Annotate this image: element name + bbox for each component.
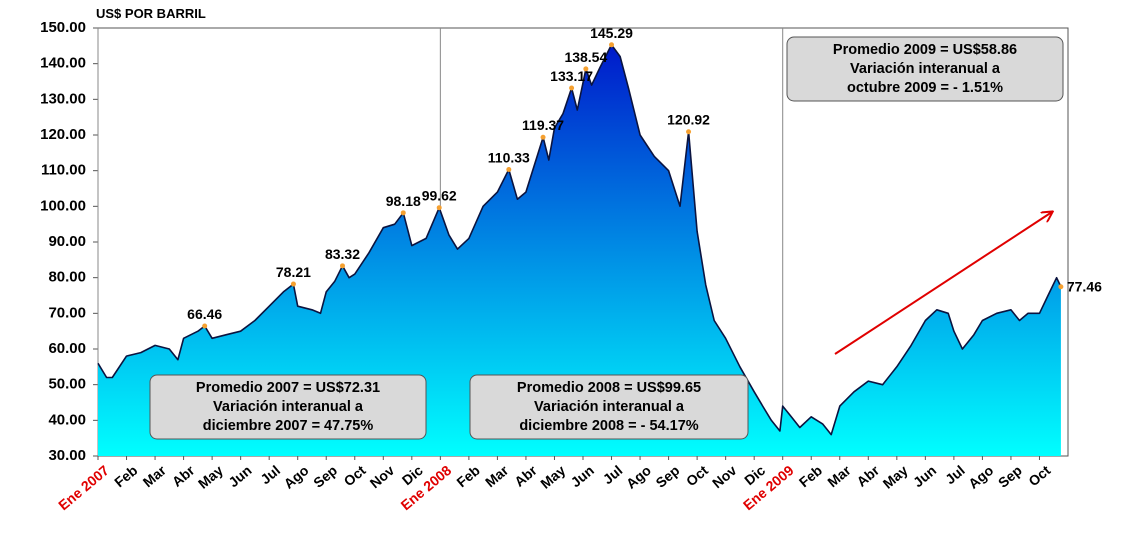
x-tick-label: Feb xyxy=(111,462,140,490)
peak-marker xyxy=(290,281,296,287)
value-label: 120.92 xyxy=(667,112,710,128)
y-tick-label: 140.00 xyxy=(40,55,86,72)
peak-marker xyxy=(506,166,512,172)
y-tick-label: 50.00 xyxy=(48,376,86,393)
x-tick-label: Jul xyxy=(600,462,626,487)
x-tick-label: Oct xyxy=(1025,462,1053,489)
annotation-box xyxy=(469,374,749,440)
y-tick-label: 90.00 xyxy=(48,233,86,250)
x-tick-label: Feb xyxy=(796,462,825,490)
x-tick-label: Jun xyxy=(910,462,939,490)
x-tick-label: Feb xyxy=(453,462,482,490)
peak-marker xyxy=(400,210,406,216)
x-tick-label: May xyxy=(880,462,911,492)
peak-marker xyxy=(339,263,345,269)
peak-marker xyxy=(436,205,442,211)
y-axis-label: US$ POR BARRIL xyxy=(96,6,206,21)
x-tick-label: Abr xyxy=(169,462,198,490)
value-label: 138.54 xyxy=(564,49,607,65)
y-tick-label: 70.00 xyxy=(48,304,86,321)
peak-marker xyxy=(686,129,692,135)
peak-marker xyxy=(202,323,208,329)
value-label: 110.33 xyxy=(488,149,530,165)
x-tick-label: Oct xyxy=(341,462,369,489)
value-label: 83.32 xyxy=(325,246,360,262)
x-tick-label: Sep xyxy=(310,462,340,491)
value-label: 98.18 xyxy=(386,193,421,209)
value-label: 78.21 xyxy=(276,264,311,280)
annotation-text: Variación interanual a xyxy=(534,399,685,415)
peak-marker xyxy=(609,42,615,48)
x-tick-label: Jul xyxy=(257,462,283,487)
x-tick-label: Mar xyxy=(140,462,170,491)
x-tick-label: Jun xyxy=(225,462,254,490)
annotation-text: Variación interanual a xyxy=(850,61,1001,77)
peak-marker xyxy=(583,66,589,72)
x-tick-label: Jul xyxy=(942,462,968,487)
annotation-text: Variación interanual a xyxy=(213,399,364,415)
x-tick-label: Abr xyxy=(853,462,882,490)
y-tick-label: 30.00 xyxy=(48,447,86,464)
annotation-text: diciembre 2008 = - 54.17% xyxy=(519,418,698,434)
x-tick-label: Oct xyxy=(683,462,711,489)
value-label: 77.46 xyxy=(1067,279,1102,295)
annotation-text: diciembre 2007 = 47.75% xyxy=(203,418,374,434)
x-tick-label: May xyxy=(195,462,226,492)
y-tick-label: 40.00 xyxy=(48,411,86,428)
peak-marker xyxy=(1058,284,1064,290)
peak-marker xyxy=(540,134,546,140)
price-line xyxy=(97,44,1062,436)
x-tick-label: Ago xyxy=(280,462,311,492)
annotation-box xyxy=(786,36,1064,102)
x-tick-label: Mar xyxy=(482,462,512,491)
annotation-text: Promedio 2008 = US$99.65 xyxy=(517,380,701,396)
x-tick-label: Sep xyxy=(995,462,1025,491)
annotation-text: Promedio 2007 = US$72.31 xyxy=(196,380,380,396)
y-tick-label: 110.00 xyxy=(41,162,86,179)
x-tick-label: Sep xyxy=(653,462,683,491)
y-tick-label: 80.00 xyxy=(48,269,86,286)
y-tick-label: 60.00 xyxy=(48,340,86,357)
y-tick-label: 100.00 xyxy=(40,197,86,214)
x-tick-label: Jun xyxy=(568,462,597,490)
x-tick-label: Ago xyxy=(965,462,996,492)
y-tick-label: 130.00 xyxy=(40,90,86,107)
x-tick-label: Ene 2007 xyxy=(55,462,112,513)
x-tick-label: Mar xyxy=(824,462,854,491)
peak-marker xyxy=(569,85,575,91)
x-tick-label: Nov xyxy=(367,462,398,491)
value-label: 66.46 xyxy=(187,306,222,322)
annotation-text: octubre 2009 = - 1.51% xyxy=(847,80,1003,96)
y-tick-label: 120.00 xyxy=(40,126,86,143)
annotation-text: Promedio 2009 = US$58.86 xyxy=(833,42,1017,58)
x-tick-label: Nov xyxy=(709,462,740,491)
annotation-box xyxy=(149,374,427,440)
value-label: 133.17 xyxy=(550,68,593,84)
y-tick-label: 150.00 xyxy=(40,19,86,36)
value-label: 119.37 xyxy=(522,117,564,133)
trend-arrow xyxy=(834,212,1052,355)
value-label: 145.29 xyxy=(590,25,633,41)
x-tick-label: Ago xyxy=(623,462,654,492)
x-tick-label: May xyxy=(537,462,568,492)
x-tick-label: Abr xyxy=(511,462,540,490)
area-fill xyxy=(98,44,1061,457)
value-label: 99.62 xyxy=(422,188,457,204)
